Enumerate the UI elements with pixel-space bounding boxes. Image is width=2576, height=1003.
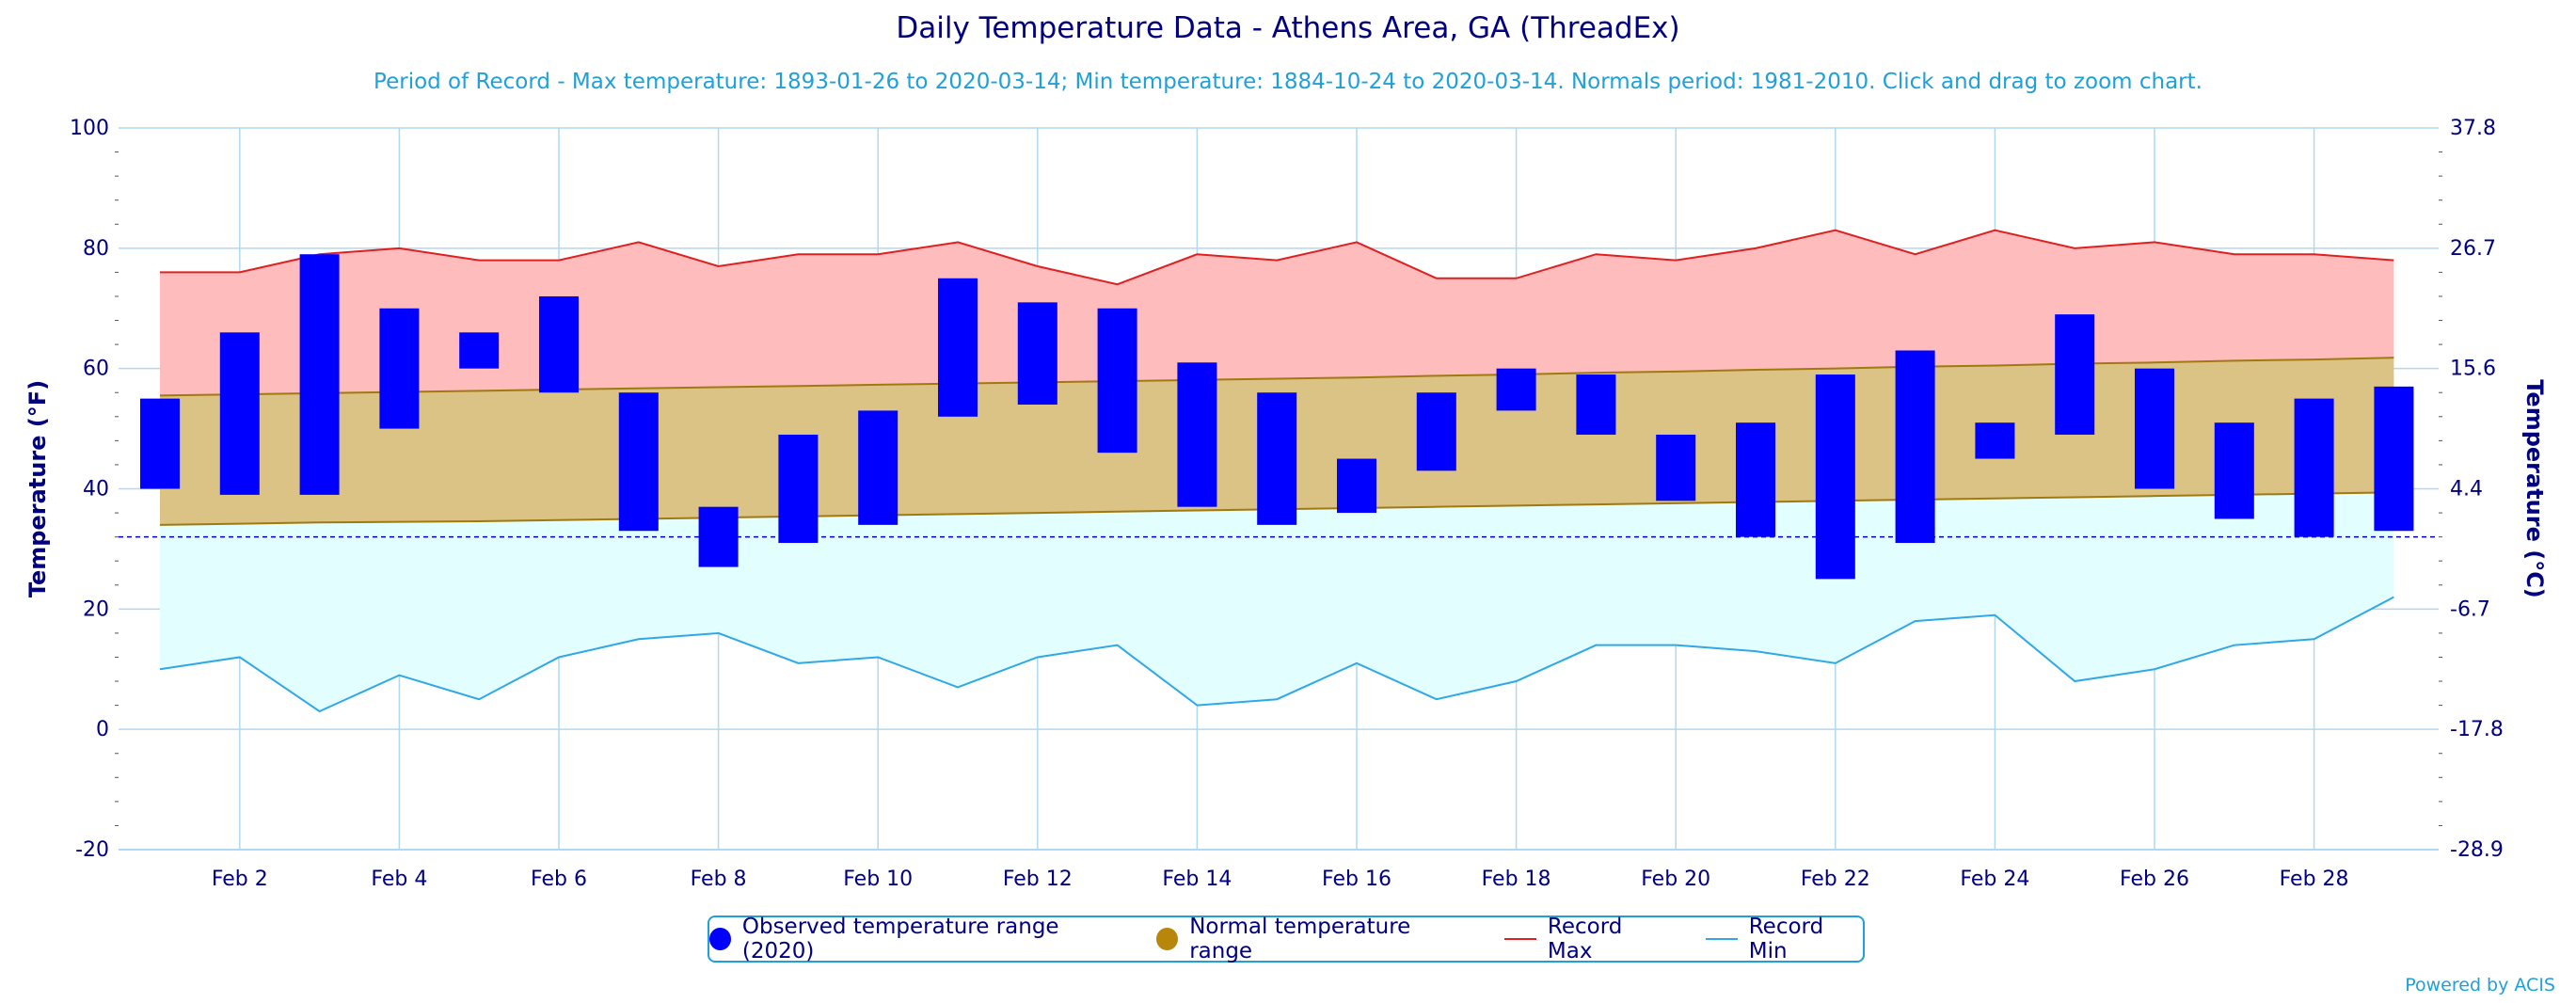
x-tick-label: Feb 10 [843,868,913,891]
observed-bar-day-18 [1496,368,1536,411]
observed-bar-day-20 [1656,434,1696,502]
observed-bar-day-1 [140,398,180,489]
observed-bar-day-11 [938,278,978,417]
observed-bar-day-13 [1097,308,1137,454]
chart-title: Daily Temperature Data - Athens Area, GA… [896,11,1680,45]
normal-high-line [159,357,2394,397]
x-tick-label: Feb 2 [212,868,268,891]
observed-bar-day-26 [2135,368,2174,489]
x-tick-label: Feb 26 [2120,868,2189,891]
y2-tick-label: -6.7 [2450,597,2490,621]
y-tick-label: 80 [83,237,109,261]
y2-tick-label: 15.6 [2450,358,2496,381]
observed-bar-day-12 [1017,302,1057,406]
record-max-swatch-icon [1503,938,1536,940]
y2-tick-label: -17.8 [2450,718,2504,741]
y-axis-title: Temperature (°F) [24,380,51,597]
observed-bar-day-19 [1576,374,1616,435]
observed-bar-day-21 [1736,422,1775,537]
y-tick-label: 60 [83,358,109,381]
observed-bar-day-16 [1337,458,1376,514]
observed-bar-day-22 [1815,374,1855,580]
y2-tick-label: 26.7 [2450,237,2496,261]
legend-label-record-max: Record Max [1547,915,1623,963]
y2-tick-label: 37.8 [2450,117,2496,140]
record-min-band [160,492,2394,711]
observed-bar-day-15 [1257,392,1297,525]
observed-bar-day-27 [2214,422,2254,519]
observed-bar-day-29 [2374,386,2414,532]
legend-item-record-max[interactable]: Record Max [1503,915,1668,963]
observed-bar-day-24 [1975,422,2015,459]
x-tick-label: Feb 18 [1482,868,1551,891]
x-tick-label: Feb 4 [371,868,427,891]
powered-by-credit[interactable]: Powered by ACIS [2405,975,2555,995]
observed-bar-day-10 [858,410,898,525]
y-tick-label: 40 [83,478,109,502]
record-max-band [160,230,2394,396]
legend: Observed temperature range (2020) Normal… [708,915,1865,963]
legend-label-observed: Observed temperature range (2020) [741,915,1059,963]
x-tick-label: Feb 8 [691,868,747,891]
bar-layer [140,254,2414,580]
axes-layer: -20 0 20 40 60 80 100 -28.9 -17.8 -6.7 4.4 15.6 26.7… [24,117,2548,891]
x-tick-label: Feb 20 [1641,868,1710,891]
observed-bar-day-25 [2055,314,2095,435]
observed-bar-day-7 [618,392,659,532]
record-min-line [159,596,2394,713]
normal-swatch-icon [1156,928,1179,950]
y2-tick-label: 4.4 [2450,478,2483,502]
x-tick-label: Feb 6 [531,868,587,891]
legend-label-record-min: Record Min [1748,915,1824,963]
x-tick-label: Feb 22 [1801,868,1870,891]
legend-item-normal[interactable]: Normal temperature range [1156,915,1466,963]
y-tick-label: 100 [70,117,109,140]
x-tick-label: Feb 24 [1960,868,2029,891]
observed-bar-day-23 [1895,350,1935,544]
x-tick-label: Feb 16 [1322,868,1391,891]
observed-bar-day-9 [778,434,819,544]
x-tick-label: Feb 12 [1003,868,1073,891]
observed-bar-day-4 [379,308,420,429]
legend-item-observed[interactable]: Observed temperature range (2020) [709,915,1119,963]
y-tick-label: 0 [96,718,109,741]
observed-bar-day-8 [698,506,739,567]
y2-tick-label: -28.9 [2450,838,2504,862]
y-tick-label: 20 [83,597,109,621]
observed-swatch-icon [709,928,731,950]
record-max-line [160,229,2394,286]
observed-bar-day-5 [459,332,500,369]
observed-bar-day-17 [1416,392,1456,471]
observed-bar-day-28 [2294,398,2334,537]
x-tick-label: Feb 14 [1162,868,1232,891]
chart-subtitle: Period of Record - Max temperature: 1893… [374,70,2202,94]
observed-bar-day-6 [539,295,579,393]
legend-label-normal: Normal temperature range [1189,915,1411,963]
observed-bar-day-14 [1177,362,1217,507]
y2-axis-title: Temperature (°C) [2521,379,2548,598]
legend-item-record-min[interactable]: Record Min [1705,915,1863,963]
x-tick-label: Feb 28 [2280,868,2349,891]
observed-bar-day-3 [299,254,340,495]
observed-bar-day-2 [219,332,260,495]
y-tick-label: -20 [75,838,109,862]
record-min-swatch-icon [1705,938,1738,940]
